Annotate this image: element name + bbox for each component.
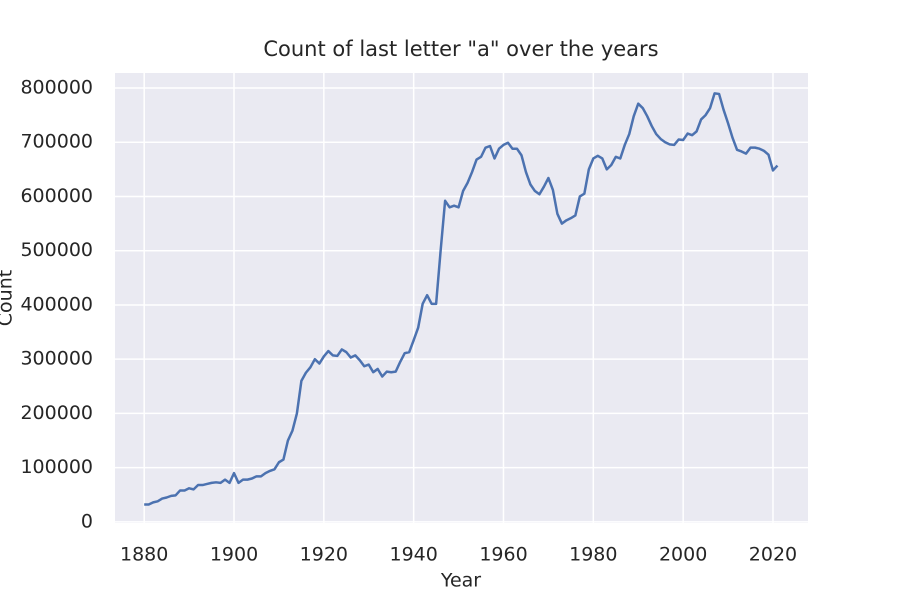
x-tick-label: 1940	[389, 544, 437, 566]
x-tick-label: 2020	[749, 544, 797, 566]
x-tick-label: 1880	[120, 544, 168, 566]
x-tick-label: 2000	[659, 544, 707, 566]
y-tick-label: 300000	[20, 348, 93, 370]
y-axis-label: Count	[0, 270, 17, 326]
y-tick-label: 200000	[20, 402, 93, 424]
x-tick-label: 1980	[569, 544, 617, 566]
chart-title: Count of last letter "a" over the years	[263, 37, 658, 61]
y-tick-label: 400000	[20, 293, 93, 315]
y-tick-label: 800000	[20, 76, 93, 98]
y-tick-label: 100000	[20, 456, 93, 478]
x-axis-label: Year	[440, 570, 481, 592]
plot-area	[115, 73, 808, 523]
y-tick-label: 0	[81, 510, 93, 532]
y-tick-label: 700000	[20, 131, 93, 153]
y-tick-label: 500000	[20, 239, 93, 261]
y-tick-label: 600000	[20, 185, 93, 207]
x-tick-label: 1960	[479, 544, 527, 566]
data-line	[144, 92, 779, 506]
x-tick-label: 1900	[210, 544, 258, 566]
x-tick-label: 1920	[300, 544, 348, 566]
